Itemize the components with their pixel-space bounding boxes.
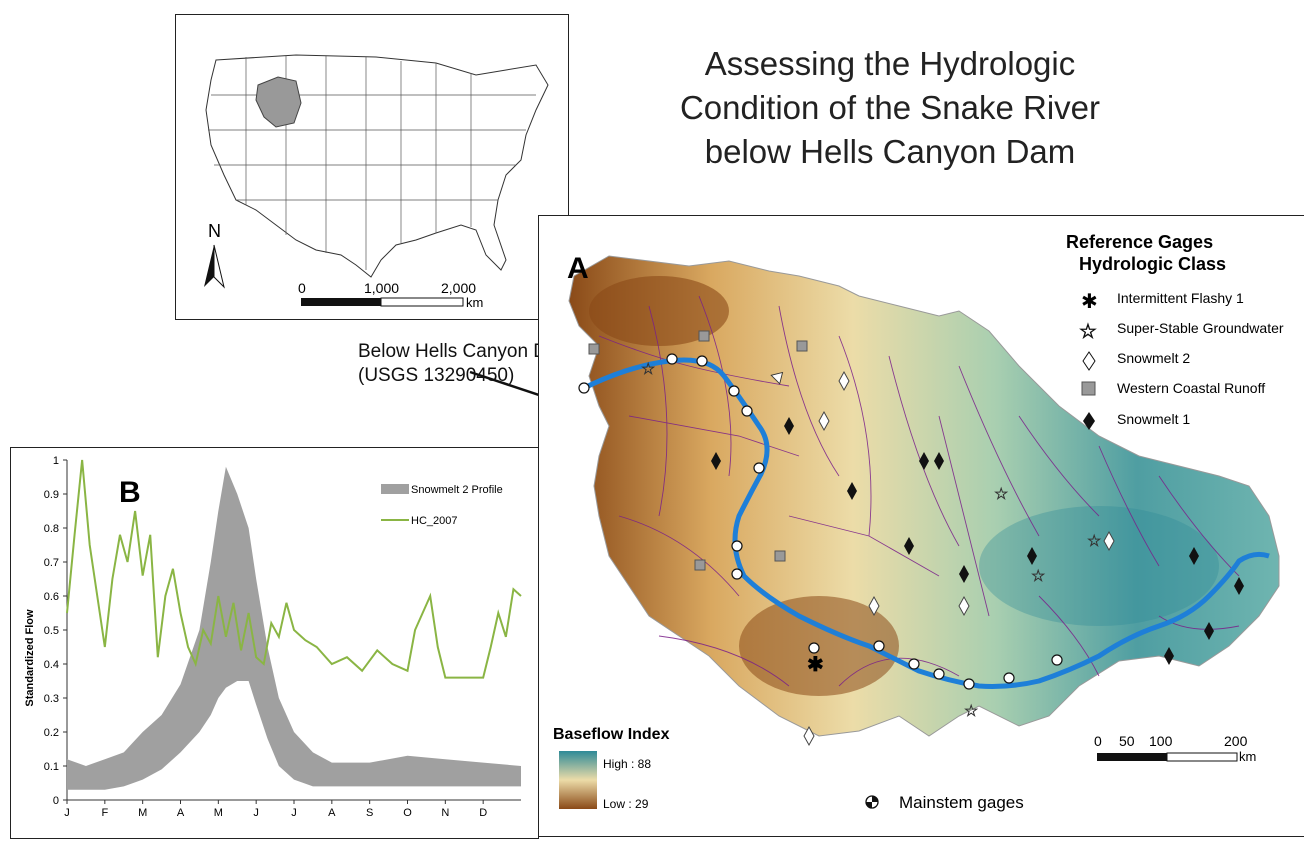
- map-scale-white: [1166, 752, 1238, 762]
- x-tick-label: J: [253, 807, 259, 819]
- baseflow-low-label: Low : 29: [603, 797, 649, 811]
- y-tick-label: 1: [53, 455, 59, 467]
- y-tick-label: 0.9: [44, 489, 59, 501]
- legend-profile-label: Snowmelt 2 Profile: [411, 484, 503, 496]
- legend-profile-swatch: [381, 484, 409, 494]
- x-tick-label: A: [328, 807, 336, 819]
- legend-item-3: Western Coastal Runoff: [1117, 380, 1265, 396]
- flow-chart-panel: B Standardized Flow 0 0.1 0.2 0.3 0.4 0.5 0.6 0…: [10, 447, 539, 839]
- legend-asterisk-icon: ✱: [1081, 289, 1098, 313]
- svg-text:☆: ☆: [641, 359, 655, 378]
- y-tick-label: 0.1: [44, 761, 59, 773]
- map-scale-unit: km: [1239, 749, 1256, 764]
- x-tick-label: S: [366, 807, 373, 819]
- basin-map-panel: ✱ ☆ ☆ ☆ ☆ ☆ A Reference Gages Hydrologic…: [538, 215, 1304, 837]
- title-line-3: below Hells Canyon Dam: [704, 133, 1076, 170]
- legend-item-4: Snowmelt 1: [1117, 411, 1190, 427]
- map-scale-tick-1: 50: [1119, 733, 1135, 749]
- y-tick-label: 0.2: [44, 727, 59, 739]
- inset-scale-unit: km: [466, 295, 483, 310]
- svg-text:☆: ☆: [994, 484, 1008, 503]
- baseflow-legend-title: Baseflow Index: [553, 726, 670, 743]
- baseflow-index-surface: [568, 255, 1280, 737]
- y-tick-label: 0.5: [44, 625, 59, 637]
- y-tick-label: 0.8: [44, 523, 59, 535]
- svg-text:☆: ☆: [1087, 531, 1101, 550]
- hc-2007-line: [66, 459, 522, 679]
- callout-line-2: (USGS 13290450): [358, 365, 515, 386]
- x-tick-label: A: [177, 807, 185, 819]
- title-line-1: Assessing the Hydrologic: [704, 45, 1076, 82]
- x-tick-label: M: [138, 807, 147, 819]
- snake-river-line: [582, 357, 1270, 689]
- x-tick-label: F: [101, 807, 108, 819]
- stream-network: [598, 295, 1240, 687]
- inset-scale-tick-0: 0: [298, 280, 306, 296]
- inset-scale-tick-1: 1,000: [364, 280, 399, 296]
- chart-y-axis-label: Standardized Flow: [24, 609, 36, 707]
- flow-chart: B Standardized Flow 00.10.20.30.40.50.60…: [24, 455, 522, 819]
- chart-axes: 0 0.1 0.2 0.3 0.4 0.5 0.6 0.7 0.8 0.9 1 J F M A M J J A S O N…: [44, 455, 521, 819]
- legend-diamond-filled-icon: [1083, 412, 1095, 430]
- x-tick-label: N: [441, 807, 449, 819]
- mainstem-gage-markers: [578, 353, 1063, 690]
- chart-marks: [66, 459, 522, 790]
- x-tick-label: O: [403, 807, 412, 819]
- legend-hc-label: HC_2007: [411, 515, 457, 527]
- map-scale-tick-3: 200: [1224, 733, 1248, 749]
- snake-basin-region: [255, 76, 302, 128]
- legend-item-0: Intermittent Flashy 1: [1117, 290, 1244, 306]
- map-panel-label: A: [567, 252, 589, 285]
- snowmelt-2-profile-band: [67, 466, 521, 790]
- title-line-2: Condition of the Snake River: [679, 89, 1101, 126]
- x-tick-label: J: [291, 807, 297, 819]
- gage-callout: Below Hells Canyon Dam (USGS 13290450): [358, 340, 573, 388]
- us-inset-map: N 0 1,000 2,000 km: [175, 14, 569, 320]
- svg-text:☆: ☆: [1031, 566, 1045, 585]
- legend-title-1: Reference Gages: [1066, 232, 1213, 252]
- legend-item-2: Snowmelt 2: [1117, 350, 1190, 366]
- north-label: N: [208, 221, 221, 241]
- x-tick-label: J: [64, 807, 70, 819]
- reference-gage-markers: ✱ ☆ ☆ ☆ ☆ ☆: [588, 330, 1244, 747]
- page-title: Assessing the Hydrologic Condition of th…: [640, 42, 1140, 174]
- inset-scale-tick-2: 2,000: [441, 280, 476, 296]
- legend-item-1: Super-Stable Groundwater: [1117, 320, 1284, 336]
- y-tick-label: 0.7: [44, 557, 59, 569]
- legend-title-2: Hydrologic Class: [1079, 254, 1226, 274]
- y-tick-label: 0.6: [44, 591, 59, 603]
- x-tick-label: D: [479, 807, 487, 819]
- y-tick-label: 0: [53, 795, 59, 807]
- legend-star-outline-icon: ☆: [1079, 319, 1098, 344]
- baseflow-high-label: High : 88: [603, 757, 651, 771]
- map-scale-tick-0: 0: [1094, 733, 1102, 749]
- x-tick-label: M: [214, 807, 223, 819]
- north-arrow-icon: [204, 244, 225, 289]
- y-tick-label: 0.4: [44, 659, 59, 671]
- map-scale-tick-2: 100: [1149, 733, 1173, 749]
- scale-bar-white: [380, 297, 464, 307]
- chart-panel-label: B: [119, 476, 141, 509]
- map-scale-black: [1097, 753, 1167, 761]
- svg-text:✱: ✱: [1081, 289, 1098, 313]
- basin-map: ✱ ☆ ☆ ☆ ☆ ☆ A Reference Gages Hydrologic…: [553, 232, 1284, 812]
- mainstem-legend-label: Mainstem gages: [899, 793, 1024, 812]
- legend-gray-square-icon: [1081, 381, 1096, 396]
- svg-text:☆: ☆: [964, 701, 978, 720]
- baseflow-legend-swatch: [559, 751, 597, 809]
- scale-bar-black: [301, 298, 381, 306]
- us-outline-map: N 0 1,000 2,000 km: [204, 54, 549, 310]
- callout-line-1: Below Hells Canyon Dam: [358, 341, 574, 362]
- svg-text:☆: ☆: [1079, 319, 1097, 343]
- svg-text:✱: ✱: [807, 654, 824, 676]
- y-tick-label: 0.3: [44, 693, 59, 705]
- legend-diamond-outline-icon: [1082, 351, 1096, 371]
